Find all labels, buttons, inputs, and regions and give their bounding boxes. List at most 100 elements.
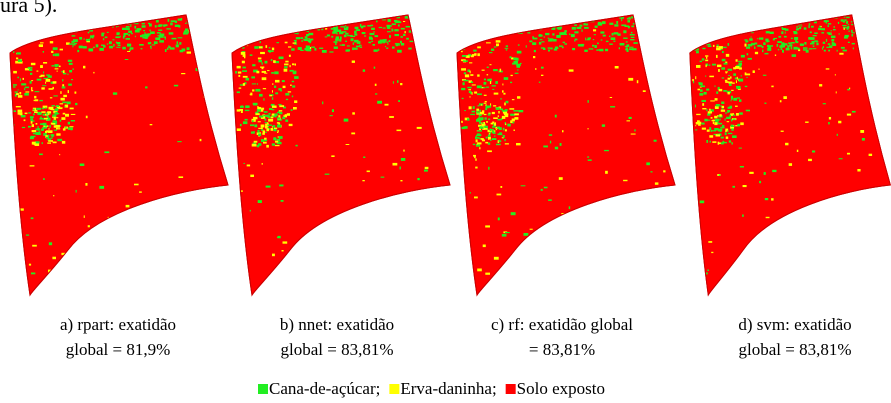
speckle [716, 91, 718, 94]
speckle [271, 72, 274, 74]
speckle [723, 142, 727, 143]
speckle [546, 21, 551, 23]
speckle [46, 130, 48, 132]
speckle [104, 17, 108, 19]
speckle [15, 91, 18, 92]
speckle [288, 46, 291, 47]
speckle [86, 39, 90, 41]
speckle [316, 23, 320, 25]
speckle [511, 75, 513, 76]
speckle [34, 96, 36, 99]
speckle [263, 130, 266, 133]
speckle [484, 79, 486, 81]
speckle [506, 101, 508, 104]
speckle [632, 194, 634, 195]
speckle [484, 114, 487, 115]
speckle [514, 113, 519, 115]
speckle [563, 42, 566, 43]
speckle [16, 93, 19, 95]
legend-swatch [389, 384, 399, 394]
speckle [376, 21, 378, 23]
speckle [397, 130, 402, 132]
speckle [78, 18, 81, 21]
speckle [300, 263, 303, 264]
speckle [618, 230, 620, 233]
speckle [589, 48, 594, 49]
speckle [177, 141, 181, 142]
speckle [797, 150, 798, 152]
speckle [65, 126, 66, 128]
speckle [577, 27, 582, 29]
speckle [781, 21, 784, 24]
speckle [29, 264, 31, 266]
speckle [823, 46, 824, 48]
speckle [244, 56, 245, 58]
speckle [628, 17, 630, 20]
speckle [471, 81, 473, 83]
speckle [48, 135, 50, 137]
speckle [839, 158, 843, 159]
speckle [45, 125, 47, 126]
speckle [8, 52, 9, 54]
speckle [811, 26, 814, 28]
speckle [484, 126, 488, 128]
speckle [755, 52, 758, 54]
speckle [274, 71, 278, 74]
speckle [630, 34, 635, 36]
speckle [779, 23, 783, 25]
speckle [406, 26, 411, 28]
speckle [406, 38, 409, 40]
speckle [783, 50, 784, 53]
speckle [481, 138, 484, 140]
speckle [495, 81, 498, 84]
speckle [381, 177, 385, 178]
speckle [728, 75, 730, 76]
speckle [142, 25, 146, 27]
speckle [331, 155, 334, 157]
speckle [510, 82, 512, 83]
speckle [92, 25, 97, 28]
speckle [437, 238, 441, 239]
speckle [473, 50, 476, 52]
speckle [105, 22, 108, 25]
speckle [731, 119, 732, 122]
speckle [511, 25, 513, 27]
speckle [470, 74, 473, 76]
speckle [757, 38, 758, 39]
speckle [773, 39, 775, 41]
speckle [235, 71, 237, 73]
speckle [496, 129, 497, 130]
speckle [543, 25, 547, 27]
speckle [301, 24, 304, 26]
speckle [21, 115, 26, 117]
speckle [513, 110, 518, 112]
speckle [503, 112, 507, 114]
speckle [523, 16, 528, 18]
speckle [71, 114, 76, 115]
speckle [629, 48, 634, 50]
speckle [710, 100, 715, 101]
speckle [880, 248, 883, 250]
speckle [30, 73, 32, 75]
speckle [868, 48, 871, 51]
speckle [697, 89, 700, 91]
speckle [351, 38, 354, 41]
speckle [375, 84, 377, 86]
speckle [40, 65, 43, 68]
speckle [725, 81, 728, 83]
speckle [707, 130, 710, 132]
caption-line: a) rpart: exatidão [60, 315, 176, 334]
speckle [808, 25, 809, 28]
speckle [631, 252, 633, 254]
speckle [883, 192, 887, 193]
speckle [849, 31, 850, 32]
speckle [274, 278, 277, 280]
speckle [718, 123, 722, 125]
speckle [502, 116, 505, 119]
speckle [107, 32, 109, 33]
speckle [491, 123, 493, 125]
speckle [261, 125, 265, 128]
speckle [578, 16, 581, 17]
speckle [538, 261, 540, 262]
speckle [530, 290, 533, 292]
